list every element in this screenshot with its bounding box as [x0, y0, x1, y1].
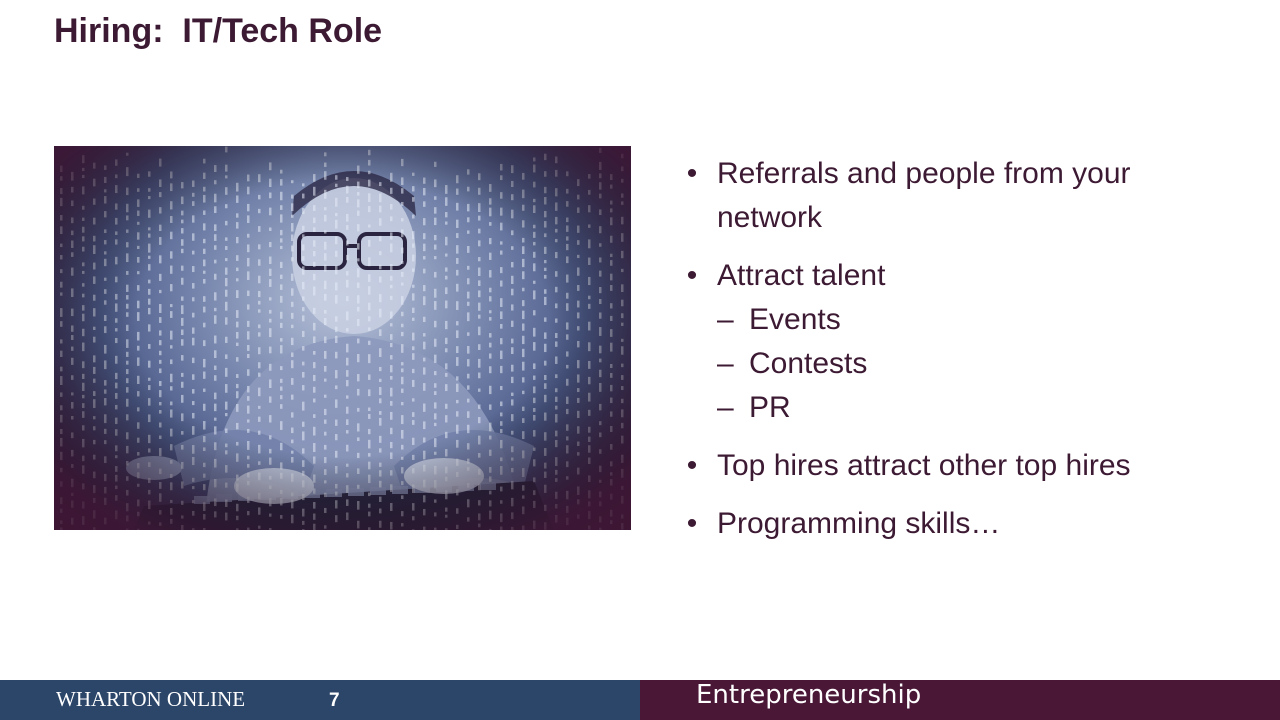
sub-bullet-text: Contests: [749, 347, 868, 380]
sub-bullet-item: – PR: [682, 386, 1242, 430]
bullet-symbol: •: [686, 449, 698, 482]
bullet-symbol: •: [686, 157, 698, 190]
sub-bullet-item: – Events: [682, 298, 1242, 342]
sub-bullet-symbol: –: [717, 347, 734, 380]
programmer-photo: [54, 146, 631, 530]
sub-bullet-symbol: –: [717, 303, 734, 336]
footer-right-bar: Entrepreneurship: [640, 680, 1280, 720]
course-title: Entrepreneurship: [696, 680, 922, 710]
bullet-symbol: •: [686, 259, 698, 292]
bullet-item: • Attract talent: [682, 254, 1242, 298]
bullet-text: Top hires attract other top hires: [717, 449, 1131, 482]
bullet-item: • Top hires attract other top hires: [682, 444, 1242, 488]
bullet-item: • Referrals and people from your network: [682, 152, 1242, 240]
bullet-text: Programming skills…: [717, 507, 1001, 540]
brand-label: WHARTON ONLINE: [56, 687, 246, 711]
bullet-list: • Referrals and people from your network…: [682, 152, 1242, 560]
sub-bullet-text: PR: [749, 391, 791, 424]
programmer-illustration: [54, 146, 631, 530]
sub-bullet-list: – Events – Contests – PR: [682, 298, 1242, 430]
bullet-text: Referrals and people from your network: [717, 157, 1131, 234]
bullet-text: Attract talent: [717, 259, 886, 292]
page-number: 7: [329, 690, 340, 711]
footer-left-bar: WHARTON ONLINE 7: [0, 680, 640, 720]
sub-bullet-text: Events: [749, 303, 841, 336]
bullet-symbol: •: [686, 507, 698, 540]
bullet-item: • Programming skills…: [682, 502, 1242, 546]
sub-bullet-item: – Contests: [682, 342, 1242, 386]
sub-bullet-symbol: –: [717, 391, 734, 424]
slide-title: Hiring: IT/Tech Role: [54, 12, 383, 50]
